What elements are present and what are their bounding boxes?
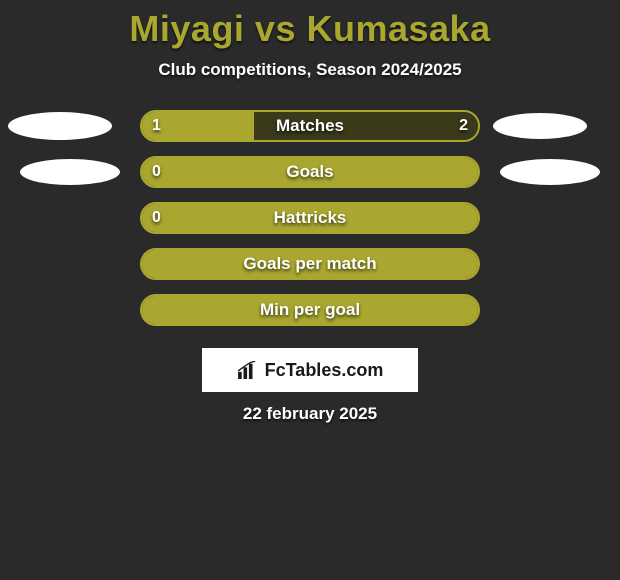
- side-ellipse: [493, 113, 587, 139]
- logo-box: FcTables.com: [202, 348, 418, 392]
- value-left: 1: [152, 110, 161, 142]
- bar-bg: [140, 110, 480, 142]
- stat-row: Hattricks0: [0, 202, 620, 234]
- stat-row: Goals0: [0, 156, 620, 188]
- bar-bg: [140, 202, 480, 234]
- bar-fill-right: [254, 112, 478, 140]
- stat-row: Goals per match: [0, 248, 620, 280]
- bar-fill: [142, 204, 478, 232]
- bar-bg: [140, 156, 480, 188]
- value-left: 0: [152, 156, 161, 188]
- bar-bg: [140, 248, 480, 280]
- side-ellipse: [8, 112, 112, 140]
- bars-icon: [237, 361, 259, 379]
- value-left: 0: [152, 202, 161, 234]
- stat-row: Matches12: [0, 110, 620, 142]
- side-ellipse: [500, 159, 600, 185]
- date-label: 22 february 2025: [0, 404, 620, 424]
- value-right: 2: [459, 110, 468, 142]
- stat-row: Min per goal: [0, 294, 620, 326]
- bar-fill: [142, 158, 478, 186]
- stats-rows: Matches12Goals0Hattricks0Goals per match…: [0, 110, 620, 326]
- bar-bg: [140, 294, 480, 326]
- bar-fill: [142, 296, 478, 324]
- subtitle: Club competitions, Season 2024/2025: [0, 60, 620, 80]
- side-ellipse: [20, 159, 120, 185]
- page-title: Miyagi vs Kumasaka: [0, 0, 620, 50]
- logo-text: FcTables.com: [265, 360, 384, 381]
- bar-fill: [142, 250, 478, 278]
